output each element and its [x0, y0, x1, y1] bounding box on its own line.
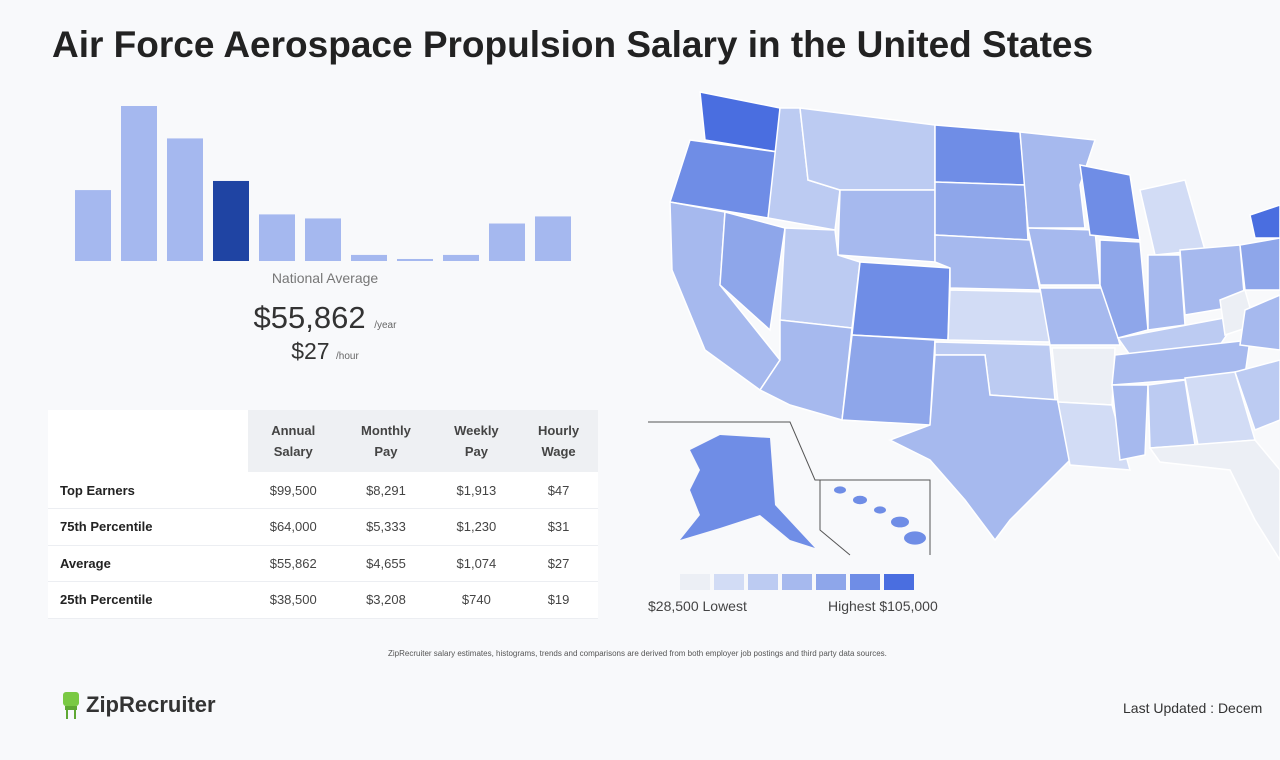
table-cell: $1,074: [433, 545, 520, 582]
state-hawaii-island[interactable]: [853, 495, 867, 505]
state-south-carolina[interactable]: [1234, 359, 1280, 431]
state-mississippi[interactable]: [1111, 384, 1149, 461]
histogram-bar: [213, 180, 249, 261]
state-texas[interactable]: [888, 354, 1071, 542]
legend-swatch: [884, 574, 914, 590]
state-montana[interactable]: [799, 107, 936, 191]
table-cell: $3,208: [338, 581, 434, 619]
hourly-value: $27: [291, 338, 330, 364]
col-annual: Annual Salary: [248, 410, 339, 472]
state-south-dakota[interactable]: [934, 181, 1029, 241]
state-hawaii-island[interactable]: [904, 531, 926, 545]
state-florida[interactable]: [1148, 439, 1280, 562]
row-label: Top Earners: [48, 472, 249, 509]
histogram-bar: [489, 223, 525, 261]
row-label: 25th Percentile: [48, 581, 249, 619]
table-cell: $1,913: [433, 472, 520, 509]
annual-unit: /year: [374, 320, 397, 331]
histogram-bar: [535, 216, 571, 261]
state-hawaii-island[interactable]: [874, 506, 886, 514]
histogram-bar: [167, 138, 203, 261]
us-salary-map: [648, 91, 1280, 562]
chair-logo-icon: [63, 692, 79, 719]
legend-swatch: [816, 574, 846, 590]
state-new-mexico[interactable]: [841, 334, 936, 426]
state-new-york[interactable]: [1249, 204, 1280, 239]
table-cell: $27: [519, 545, 598, 582]
state-hawaii-island[interactable]: [834, 486, 846, 494]
disclaimer: ZipRecruiter salary estimates, histogram…: [388, 649, 887, 658]
histogram-bar: [443, 254, 479, 261]
logo-text: ZipRecruiter: [86, 692, 216, 717]
table-cell: $19: [519, 581, 598, 619]
col-weekly: Weekly Pay: [433, 410, 520, 472]
table-cell: $4,655: [338, 545, 434, 582]
table-row: 25th Percentile $38,500 $3,208 $740 $19: [48, 581, 598, 619]
state-nevada[interactable]: [719, 211, 786, 332]
state-minnesota[interactable]: [1019, 131, 1097, 229]
table-row: Average $55,862 $4,655 $1,074 $27: [48, 545, 598, 582]
col-monthly: Monthly Pay: [338, 410, 434, 472]
national-average-label: National Average: [271, 270, 379, 286]
state-kansas[interactable]: [947, 289, 1051, 343]
histogram-bar: [397, 258, 433, 261]
legend-low: $28,500 Lowest: [648, 598, 747, 614]
legend-swatch: [782, 574, 812, 590]
histogram-bar: [259, 214, 295, 261]
state-arizona[interactable]: [758, 319, 853, 421]
state-indiana[interactable]: [1147, 254, 1186, 331]
state-missouri[interactable]: [1039, 287, 1121, 346]
histogram-bar: [121, 106, 157, 261]
state-wisconsin[interactable]: [1079, 164, 1141, 241]
table-cell: $38,500: [248, 581, 339, 619]
table-corner: [48, 410, 249, 472]
row-label: Average: [48, 545, 249, 582]
state-arkansas[interactable]: [1051, 347, 1116, 406]
salary-histogram: [75, 106, 571, 261]
legend-high: Highest $105,000: [828, 598, 938, 614]
col-hourly: Hourly Wage: [519, 410, 598, 472]
table-cell: $5,333: [338, 508, 434, 546]
histogram-bar: [75, 190, 111, 261]
table-cell: $64,000: [248, 508, 339, 546]
state-illinois[interactable]: [1099, 239, 1149, 339]
inset-border: [648, 421, 931, 556]
hourly-unit: /hour: [335, 351, 359, 362]
state-colorado[interactable]: [851, 261, 951, 341]
table-cell: $55,862: [248, 545, 339, 582]
state-alaska[interactable]: [680, 435, 815, 548]
table-cell: $8,291: [338, 472, 434, 509]
table-row: Top Earners $99,500 $8,291 $1,913 $47: [48, 472, 598, 509]
table-cell: $99,500: [248, 472, 339, 509]
national-average-hourly: $27 /hour: [0, 338, 650, 365]
state-louisiana[interactable]: [1057, 401, 1132, 471]
state-nebraska[interactable]: [934, 234, 1041, 291]
table-cell: $31: [519, 508, 598, 546]
ziprecruiter-logo[interactable]: ZipRecruiter: [60, 690, 216, 720]
table-cell: $1,230: [433, 508, 520, 546]
row-label: 75th Percentile: [48, 508, 249, 546]
legend-swatch: [748, 574, 778, 590]
national-average-annual: $55,862 /year: [0, 300, 650, 336]
page-title: Air Force Aerospace Propulsion Salary in…: [52, 24, 1094, 65]
histogram-bar: [351, 254, 387, 261]
legend-swatch: [850, 574, 880, 590]
annual-value: $55,862: [253, 300, 366, 335]
legend-swatch: [714, 574, 744, 590]
legend-swatch: [680, 574, 710, 590]
state-iowa[interactable]: [1027, 227, 1101, 286]
map-legend: [680, 574, 918, 590]
state-north-dakota[interactable]: [934, 124, 1026, 186]
table-row: 75th Percentile $64,000 $5,333 $1,230 $31: [48, 508, 598, 546]
salary-table: Annual Salary Monthly Pay Weekly Pay Hourly…: [48, 410, 598, 619]
histogram-bar: [305, 218, 341, 261]
state-michigan[interactable]: [1139, 179, 1206, 256]
state-wyoming[interactable]: [837, 189, 936, 263]
table-cell: $47: [519, 472, 598, 509]
state-hawaii-island[interactable]: [891, 516, 909, 528]
state-virginia[interactable]: [1239, 294, 1280, 351]
state-pennsylvania[interactable]: [1239, 237, 1280, 291]
table-cell: $740: [433, 581, 520, 619]
last-updated: Last Updated : Decem: [1123, 700, 1263, 716]
